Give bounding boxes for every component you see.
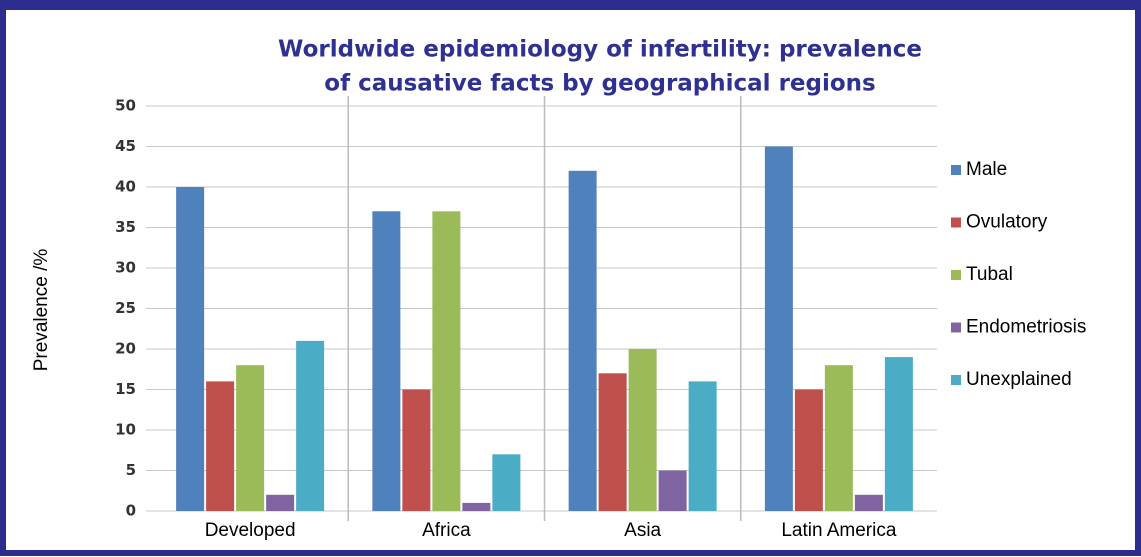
legend-swatch xyxy=(951,217,961,228)
bar xyxy=(492,454,521,511)
legend-label: Ovulatory xyxy=(966,212,1048,233)
bar xyxy=(568,170,597,512)
legend-label: Tubal xyxy=(966,264,1013,285)
y-tick-label: 5 xyxy=(126,461,136,479)
bar xyxy=(688,381,717,511)
chart-title: Worldwide epidemiology of infertility: p… xyxy=(278,37,922,63)
bar xyxy=(462,502,491,511)
chart-title: of causative facts by geographical regio… xyxy=(324,71,875,97)
bar xyxy=(372,211,401,512)
bar xyxy=(764,146,793,511)
bar xyxy=(628,349,657,511)
bar xyxy=(176,187,205,511)
y-tick-label: 45 xyxy=(115,137,136,155)
bar xyxy=(854,494,883,511)
y-tick-label: 35 xyxy=(115,218,136,236)
y-tick-label: 20 xyxy=(115,340,136,358)
y-tick-label: 0 xyxy=(126,502,136,520)
x-tick-label: Latin America xyxy=(781,520,897,541)
y-tick-label: 10 xyxy=(115,421,136,439)
x-tick-label: Developed xyxy=(205,520,296,541)
bar xyxy=(884,357,913,511)
y-tick-label: 50 xyxy=(115,97,136,115)
legend-label: Male xyxy=(966,159,1007,180)
x-tick-label: Asia xyxy=(624,520,661,541)
bar xyxy=(824,365,853,511)
y-tick-label: 15 xyxy=(115,380,136,398)
bar xyxy=(598,373,627,511)
legend-swatch xyxy=(951,270,961,280)
bar xyxy=(266,494,295,511)
legend-swatch xyxy=(951,322,961,333)
bar xyxy=(206,381,235,511)
legend-label: Unexplained xyxy=(966,369,1072,390)
frame-top xyxy=(0,0,1141,10)
bar xyxy=(794,389,823,511)
y-axis-label: Prevalence /% xyxy=(31,249,52,372)
bar xyxy=(236,365,265,511)
legend-label: Endometriosis xyxy=(966,317,1086,338)
bar xyxy=(402,389,431,511)
y-tick-label: 40 xyxy=(115,178,136,196)
bar xyxy=(296,340,325,511)
legend-swatch xyxy=(951,165,961,175)
legend-swatch xyxy=(951,375,961,385)
bar xyxy=(658,470,687,511)
y-tick-label: 30 xyxy=(115,259,136,277)
bar xyxy=(432,211,461,512)
y-tick-label: 25 xyxy=(115,299,136,317)
x-tick-label: Africa xyxy=(422,520,471,541)
